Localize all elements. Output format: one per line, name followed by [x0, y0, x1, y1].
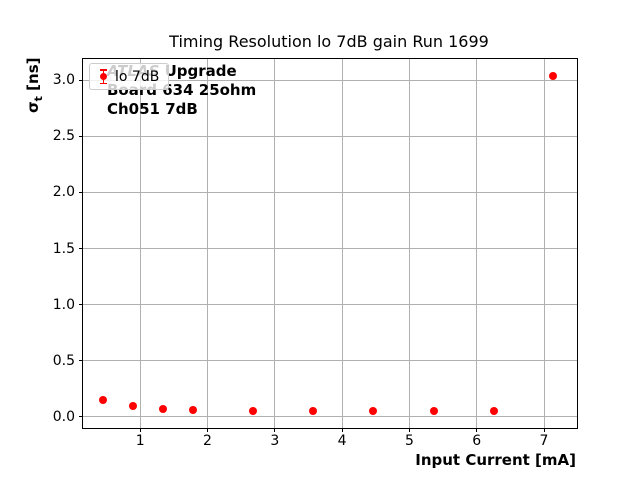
x-tick-label: 7 — [539, 433, 549, 449]
data-point — [249, 407, 258, 416]
y-tick-label: 1.5 — [52, 240, 75, 257]
x-tick-mark — [543, 428, 545, 432]
data-point — [489, 407, 498, 416]
y-gridline — [83, 248, 577, 250]
x-gridline — [341, 59, 343, 428]
y-tick-label: 1.0 — [52, 296, 75, 313]
y-tick-label: 3.0 — [52, 72, 75, 89]
y-gridline — [83, 304, 577, 306]
y-gridline — [83, 135, 577, 137]
y-gridline — [83, 416, 577, 418]
data-point — [309, 407, 318, 416]
x-tick-label: 6 — [472, 433, 482, 449]
data-point — [369, 407, 378, 416]
x-gridline — [139, 59, 141, 428]
y-tick-mark — [79, 304, 83, 306]
data-point — [549, 71, 558, 80]
errorbar-cap-top — [100, 69, 107, 71]
errorbar-marker-icon — [99, 68, 108, 85]
x-gridline — [476, 59, 478, 428]
x-tick-mark — [274, 428, 276, 432]
annotation-brand-rest: Upgrade — [159, 62, 237, 80]
x-tick-label: 3 — [270, 433, 280, 449]
x-gridline — [274, 59, 276, 428]
plot-area: ATLAS Upgrade Board 634 25ohm Ch051 7dB … — [53, 58, 578, 449]
y-axis-label-sigma: σ — [24, 101, 42, 113]
x-axis-label: Input Current [mA] — [415, 451, 576, 469]
x-tick-label: 2 — [203, 433, 212, 449]
y-gridline — [83, 360, 577, 362]
x-gridline — [408, 59, 410, 428]
errorbar-dot — [100, 73, 107, 80]
data-point — [429, 407, 438, 416]
x-tick-label: 1 — [135, 433, 145, 449]
x-tick-mark — [139, 428, 141, 432]
y-tick-mark — [79, 248, 83, 250]
y-tick-mark — [79, 416, 83, 418]
legend-label: lo 7dB — [115, 68, 160, 85]
data-point — [159, 404, 168, 413]
x-tick-label: 4 — [337, 433, 347, 449]
x-tick-mark — [207, 428, 208, 432]
errorbar-cap-bottom — [100, 82, 107, 84]
chart-title: Timing Resolution lo 7dB gain Run 1699 — [169, 32, 489, 51]
y-tick-label: 0.5 — [52, 352, 75, 369]
data-point — [128, 401, 137, 410]
x-tick-mark — [408, 428, 410, 432]
y-tick-label: 0.0 — [52, 408, 75, 425]
annotation-line-channel: Ch051 7dB — [107, 100, 198, 118]
legend: lo 7dB — [89, 63, 170, 90]
y-tick-label: 2.5 — [52, 128, 75, 145]
y-tick-mark — [79, 135, 83, 137]
y-axis-label-subscript: t — [32, 96, 45, 102]
y-tick-mark — [79, 79, 83, 81]
data-point — [99, 395, 108, 404]
x-tick-label: 5 — [404, 433, 414, 449]
x-gridline — [543, 59, 545, 428]
x-tick-mark — [341, 428, 343, 432]
y-gridline — [83, 191, 577, 193]
y-tick-mark — [79, 191, 83, 193]
y-tick-label: 2.0 — [52, 184, 75, 201]
x-tick-mark — [476, 428, 478, 432]
data-point — [189, 406, 198, 415]
y-tick-mark — [79, 360, 83, 362]
x-gridline — [207, 59, 208, 428]
y-gridline — [83, 79, 577, 81]
